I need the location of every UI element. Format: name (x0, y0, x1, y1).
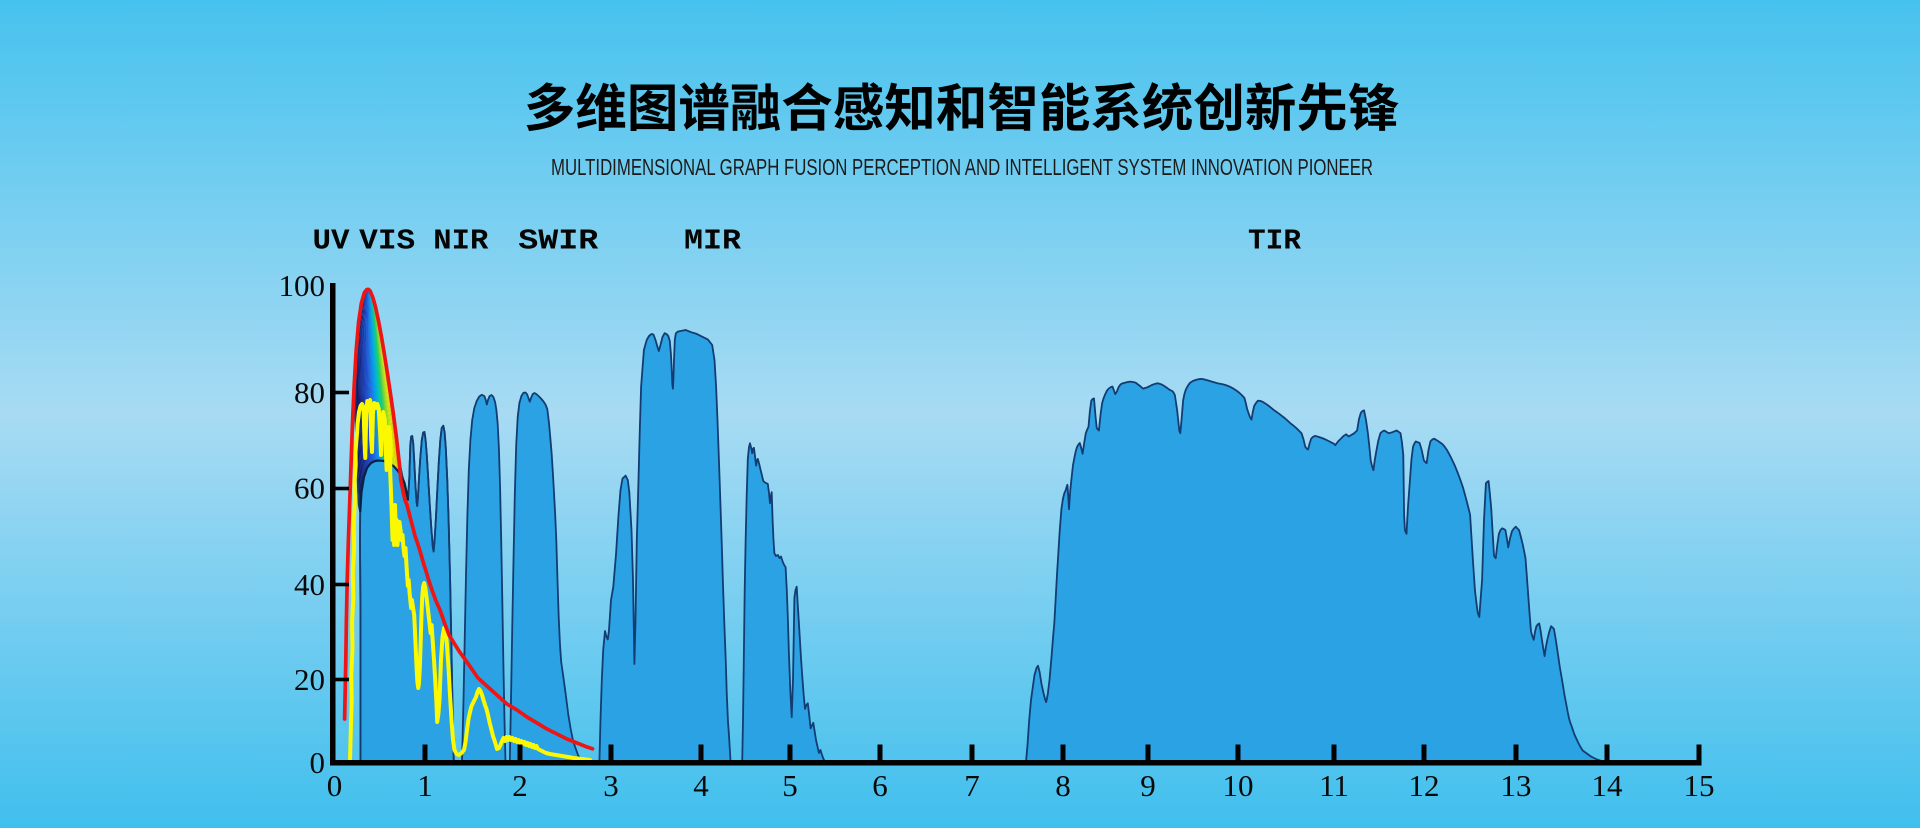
svg-text:11: 11 (1319, 768, 1349, 803)
svg-text:6: 6 (872, 768, 888, 803)
svg-text:12: 12 (1409, 768, 1440, 803)
svg-text:1: 1 (417, 768, 433, 803)
svg-text:9: 9 (1140, 768, 1156, 803)
svg-text:60: 60 (294, 471, 325, 506)
svg-text:10: 10 (1223, 768, 1254, 803)
svg-text:40: 40 (294, 567, 325, 602)
svg-text:14: 14 (1592, 768, 1624, 803)
svg-text:SWIR: SWIR (518, 225, 599, 258)
svg-text:15: 15 (1684, 768, 1715, 803)
svg-text:0: 0 (327, 768, 343, 803)
svg-text:0: 0 (310, 745, 326, 780)
svg-text:7: 7 (964, 768, 980, 803)
svg-text:TIR: TIR (1248, 225, 1302, 258)
svg-text:8: 8 (1055, 768, 1071, 803)
svg-text:UV: UV (313, 225, 351, 258)
svg-text:80: 80 (294, 375, 325, 410)
svg-text:100: 100 (279, 268, 326, 303)
svg-text:NIR: NIR (433, 225, 489, 258)
svg-text:3: 3 (603, 768, 619, 803)
svg-text:4: 4 (693, 768, 709, 803)
svg-text:5: 5 (782, 768, 798, 803)
svg-text:MIR: MIR (684, 225, 742, 258)
svg-text:20: 20 (294, 662, 325, 697)
svg-text:13: 13 (1501, 768, 1532, 803)
svg-text:VIS: VIS (359, 225, 415, 258)
svg-text:MULTIDIMENSIONAL GRAPH FUSION: MULTIDIMENSIONAL GRAPH FUSION PERCEPTION… (551, 154, 1373, 180)
svg-text:2: 2 (512, 768, 528, 803)
